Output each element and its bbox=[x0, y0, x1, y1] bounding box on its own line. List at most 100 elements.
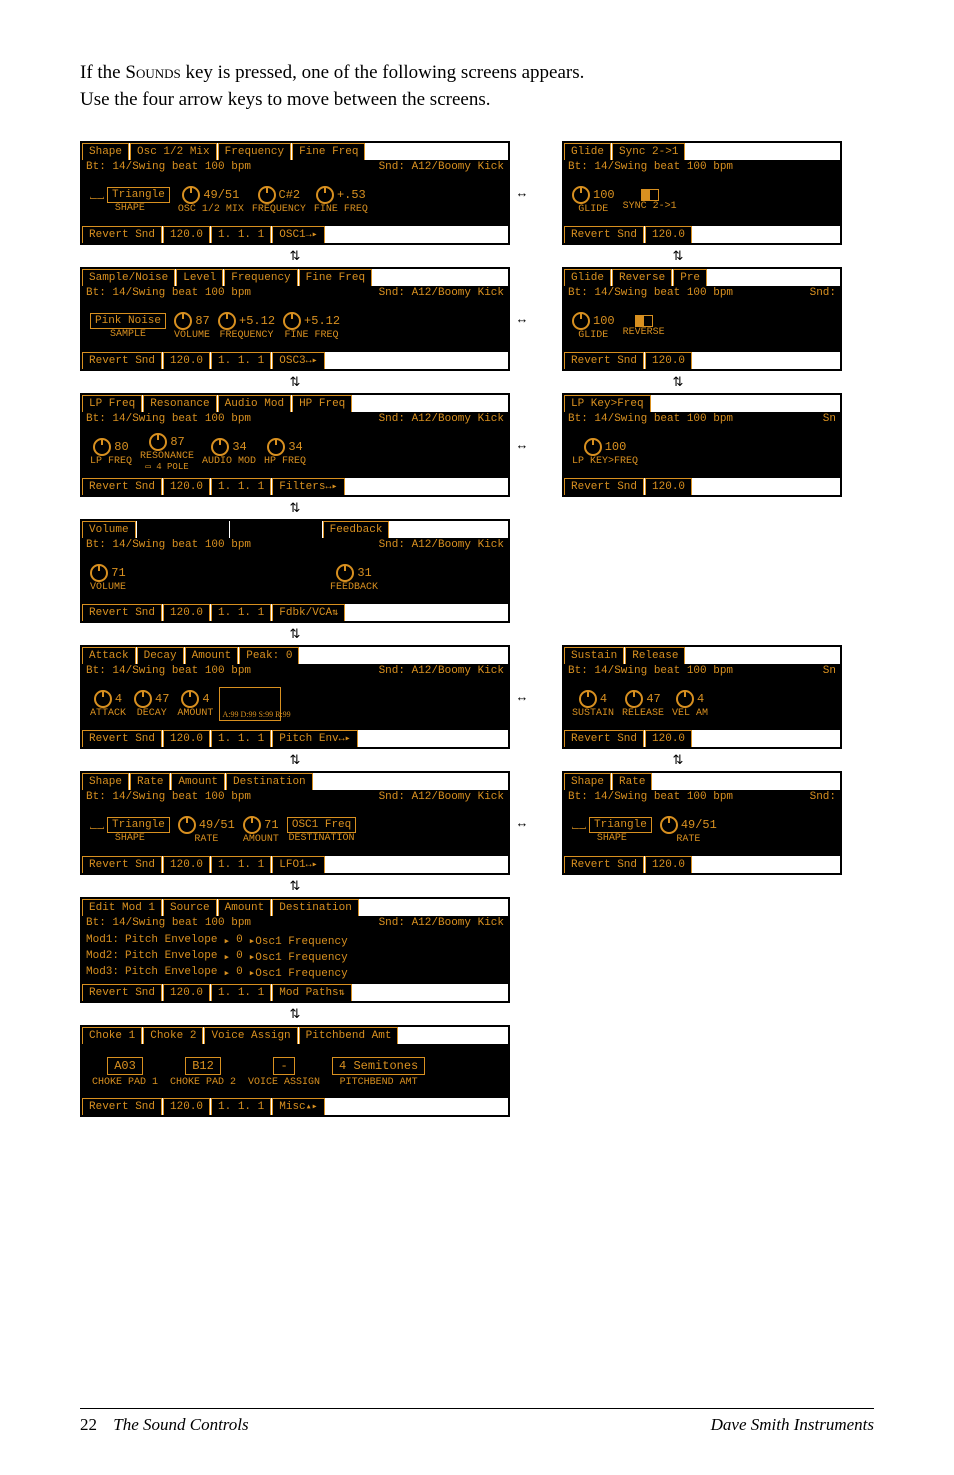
panel-bottom-cell: Revert Snd bbox=[564, 352, 644, 369]
lcd-panel-left: AttackDecayAmountPeak: 0Bt: 14/Swing bea… bbox=[80, 645, 510, 749]
panel-bottom-cell: 1. 1. 1 bbox=[211, 984, 271, 1001]
lcd-panel-left: Choke 1Choke 2Voice AssignPitchbend AmtA… bbox=[80, 1025, 510, 1117]
panel-bottom-cell: 120.0 bbox=[645, 478, 692, 495]
panel-bottom-cell: Revert Snd bbox=[82, 730, 162, 747]
panel-bottom-cell: 1. 1. 1 bbox=[211, 352, 271, 369]
param-knob: 100 GLIDE bbox=[572, 186, 615, 215]
horizontal-arrow-icon: ↔ bbox=[510, 815, 534, 831]
panel-bottom-cell: Revert Snd bbox=[82, 1098, 162, 1115]
panel-tab: Rate bbox=[612, 773, 652, 790]
mod-list: Mod1:Pitch Envelope▸0▸Osc1 FrequencyMod2… bbox=[82, 930, 508, 984]
param-knob: 49/51 RATE bbox=[178, 816, 235, 845]
panel-tab: Attack bbox=[82, 647, 136, 664]
panel-tab: Shape bbox=[82, 773, 129, 790]
choke-param: A03CHOKE PAD 1 bbox=[92, 1057, 158, 1088]
panel-tab: Glide bbox=[564, 269, 611, 286]
mod-row: Mod3:Pitch Envelope▸0▸Osc1 Frequency bbox=[86, 965, 504, 981]
panel-bottom-cell: 120.0 bbox=[163, 352, 210, 369]
param-rect: REVERSE bbox=[623, 315, 665, 338]
panel-tab: Pre bbox=[673, 269, 707, 286]
panel-bottom-cell: 1. 1. 1 bbox=[211, 1098, 271, 1115]
knob-icon bbox=[174, 312, 192, 330]
panel-bottom-cell: OSC3 ↔▸ bbox=[272, 352, 324, 369]
lcd-panel-left: LP FreqResonanceAudio ModHP FreqBt: 14/S… bbox=[80, 393, 510, 497]
panel-subtitle: Bt: 14/Swing beat 100 bpmSnd: A12/Boomy … bbox=[82, 664, 508, 678]
panel-subtitle: Bt: 14/Swing beat 100 bpmSnd: A12/Boomy … bbox=[82, 160, 508, 174]
panel-tab: Reverse bbox=[612, 269, 672, 286]
lcd-panel-right: GlideReversePreBt: 14/Swing beat 100 bpm… bbox=[562, 267, 842, 371]
nav-arrow-icon: ⇅ bbox=[339, 987, 345, 999]
param-knob: 87 VOLUME bbox=[174, 312, 210, 341]
panel-tab: Choke 1 bbox=[82, 1027, 142, 1044]
panel-bottom-cell: 120.0 bbox=[163, 226, 210, 243]
knob-icon bbox=[181, 690, 199, 708]
vertical-arrow-icon: ⇅ bbox=[80, 375, 510, 389]
param-knob: +.53 FINE FREQ bbox=[314, 186, 368, 215]
choke-param: 4 SemitonesPITCHBEND AMT bbox=[332, 1057, 425, 1088]
panel-bottom-cell: 1. 1. 1 bbox=[211, 730, 271, 747]
footer-title: The Sound Controls bbox=[113, 1415, 248, 1434]
horizontal-arrow-icon: ↔ bbox=[510, 689, 534, 705]
panel-tab: Frequency bbox=[218, 143, 291, 160]
param-knob: 100 GLIDE bbox=[572, 312, 615, 341]
vertical-arrow-icon: ⇅ bbox=[538, 375, 818, 389]
vertical-arrow-icon: ⇅ bbox=[538, 753, 818, 767]
knob-icon bbox=[283, 312, 301, 330]
panel-tab: Glide bbox=[564, 143, 611, 160]
panel-bottom-cell: Revert Snd bbox=[82, 352, 162, 369]
panel-tab: Level bbox=[176, 269, 223, 286]
panel-bottom-cell: Revert Snd bbox=[82, 226, 162, 243]
panel-tab: Audio Mod bbox=[218, 395, 291, 412]
panel-subtitle: Bt: 14/Swing beat 100 bpmSnd: bbox=[564, 790, 840, 804]
panel-bottom-cell: Revert Snd bbox=[564, 478, 644, 495]
panel-bottom-cell: 120.0 bbox=[645, 856, 692, 873]
param-knob: 4 VEL AM bbox=[672, 690, 708, 719]
lcd-panel-right: GlideSync 2->1Bt: 14/Swing beat 100 bpm … bbox=[562, 141, 842, 245]
panel-bottom-cell: Filters ↔▸ bbox=[272, 478, 344, 495]
lcd-panel-left: Sample/NoiseLevelFrequencyFine FreqBt: 1… bbox=[80, 267, 510, 371]
param-knob: 71 VOLUME bbox=[90, 564, 126, 593]
panel-tab: Decay bbox=[137, 647, 184, 664]
knob-icon bbox=[243, 816, 261, 834]
panel-bottom-cell: 120.0 bbox=[163, 856, 210, 873]
param-knob: +5.12 FREQUENCY bbox=[218, 312, 275, 341]
panel-tab: Destination bbox=[272, 899, 359, 916]
panel-bottom-cell: 120.0 bbox=[163, 984, 210, 1001]
knob-icon bbox=[218, 312, 236, 330]
panel-tab: Amount bbox=[171, 773, 225, 790]
footer-brand: Dave Smith Instruments bbox=[711, 1415, 874, 1435]
panel-tab: Rate bbox=[130, 773, 170, 790]
envelope-graph: A:99 D:99 S:99 R:99 bbox=[219, 687, 281, 721]
panel-tab: Sustain bbox=[564, 647, 624, 664]
lcd-panel-left: ShapeOsc 1/2 MixFrequencyFine FreqBt: 14… bbox=[80, 141, 510, 245]
param-knob: 87 RESONANCE▭ 4 POLE bbox=[140, 433, 194, 472]
panel-bottom-cell: 120.0 bbox=[163, 604, 210, 621]
panel-subtitle: Bt: 14/Swing beat 100 bpm bbox=[564, 160, 840, 174]
panel-bottom-cell: Fdbk/VCA ⇅ bbox=[272, 604, 345, 621]
knob-icon bbox=[584, 438, 602, 456]
horizontal-arrow-icon: ↔ bbox=[510, 311, 534, 327]
knob-icon bbox=[676, 690, 694, 708]
horizontal-arrow-icon: ↔ bbox=[510, 437, 534, 453]
panel-tab: Volume bbox=[82, 521, 136, 538]
param-knob: 80 LP FREQ bbox=[90, 438, 132, 467]
panel-tab: LP Key>Freq bbox=[564, 395, 651, 412]
param-knob: C#2 FREQUENCY bbox=[252, 186, 306, 215]
param-knob: 31 FEEDBACK bbox=[330, 564, 378, 593]
nav-arrow-icon: ⇅ bbox=[332, 607, 338, 619]
panel-subtitle: Bt: 14/Swing beat 100 bpmSnd: A12/Boomy … bbox=[82, 790, 508, 804]
lcd-panel-right: ShapeRateBt: 14/Swing beat 100 bpmSnd: T… bbox=[562, 771, 842, 875]
mod-row: Mod1:Pitch Envelope▸0▸Osc1 Frequency bbox=[86, 933, 504, 949]
panel-tab: Resonance bbox=[143, 395, 216, 412]
lcd-panel-left: ShapeRateAmountDestinationBt: 14/Swing b… bbox=[80, 771, 510, 875]
knob-icon bbox=[182, 186, 200, 204]
vertical-arrow-icon: ⇅ bbox=[538, 249, 818, 263]
panel-subtitle: Bt: 14/Swing beat 100 bpmSnd: A12/Boomy … bbox=[82, 286, 508, 300]
panel-subtitle: Bt: 14/Swing beat 100 bpmSn bbox=[564, 412, 840, 426]
vertical-arrow-icon: ⇅ bbox=[80, 1007, 510, 1021]
panel-bottom-cell: 120.0 bbox=[163, 1098, 210, 1115]
toggle-icon bbox=[635, 315, 653, 327]
lcd-panel-left: Edit Mod 1SourceAmountDestinationBt: 14/… bbox=[80, 897, 510, 1003]
knob-icon bbox=[336, 564, 354, 582]
panel-bottom-cell: Misc ▴▸ bbox=[272, 1098, 324, 1115]
